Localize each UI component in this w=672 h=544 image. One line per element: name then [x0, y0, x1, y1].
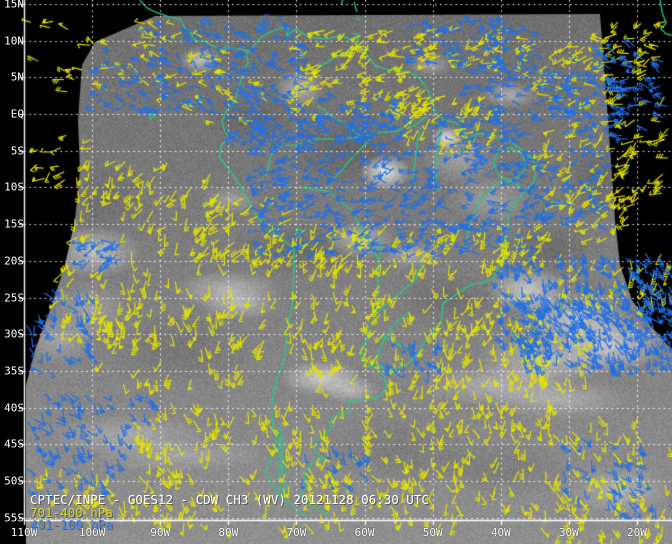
lon-tick-label: 60W — [354, 526, 375, 539]
lat-tick-label: 10S — [4, 180, 24, 194]
lat-tick-label: 35S — [4, 364, 24, 378]
lon-tick-label: 20W — [627, 526, 647, 539]
product-title: CPTEC/INPE - GOES12 - CDW CH3 (WV) 20121… — [30, 492, 429, 507]
lat-tick-label: 20S — [4, 254, 24, 268]
lon-tick-label: 90W — [150, 526, 171, 539]
lat-tick-label: 55S — [4, 511, 24, 525]
lon-tick-label: 80W — [218, 526, 239, 539]
legend-high-level: 401-100 hPa — [30, 517, 113, 532]
lon-tick-label: 110W — [10, 526, 38, 539]
lat-tick-label: 5S — [10, 144, 24, 158]
lat-tick-label: 10N — [4, 34, 24, 48]
lat-tick-label: 15N — [4, 0, 24, 11]
lat-tick-label: 30S — [4, 327, 24, 341]
lat-tick-label: 50S — [4, 474, 24, 488]
lon-tick-label: 70W — [286, 526, 307, 539]
lat-tick-label: 45S — [4, 437, 24, 451]
lat-tick-label: EQ — [10, 107, 24, 121]
legend-mid-level: 701-400 hPa — [30, 505, 113, 520]
lon-tick-label: 50W — [422, 526, 443, 539]
lon-tick-label: 100W — [78, 526, 106, 539]
lon-tick-label: 40W — [490, 526, 511, 539]
lon-tick-label: 30W — [558, 526, 579, 539]
lat-tick-label: 40S — [4, 401, 24, 415]
lat-tick-label: 15S — [4, 217, 24, 231]
lat-tick-label: 5N — [10, 70, 24, 84]
lat-tick-label: 25S — [4, 291, 24, 304]
